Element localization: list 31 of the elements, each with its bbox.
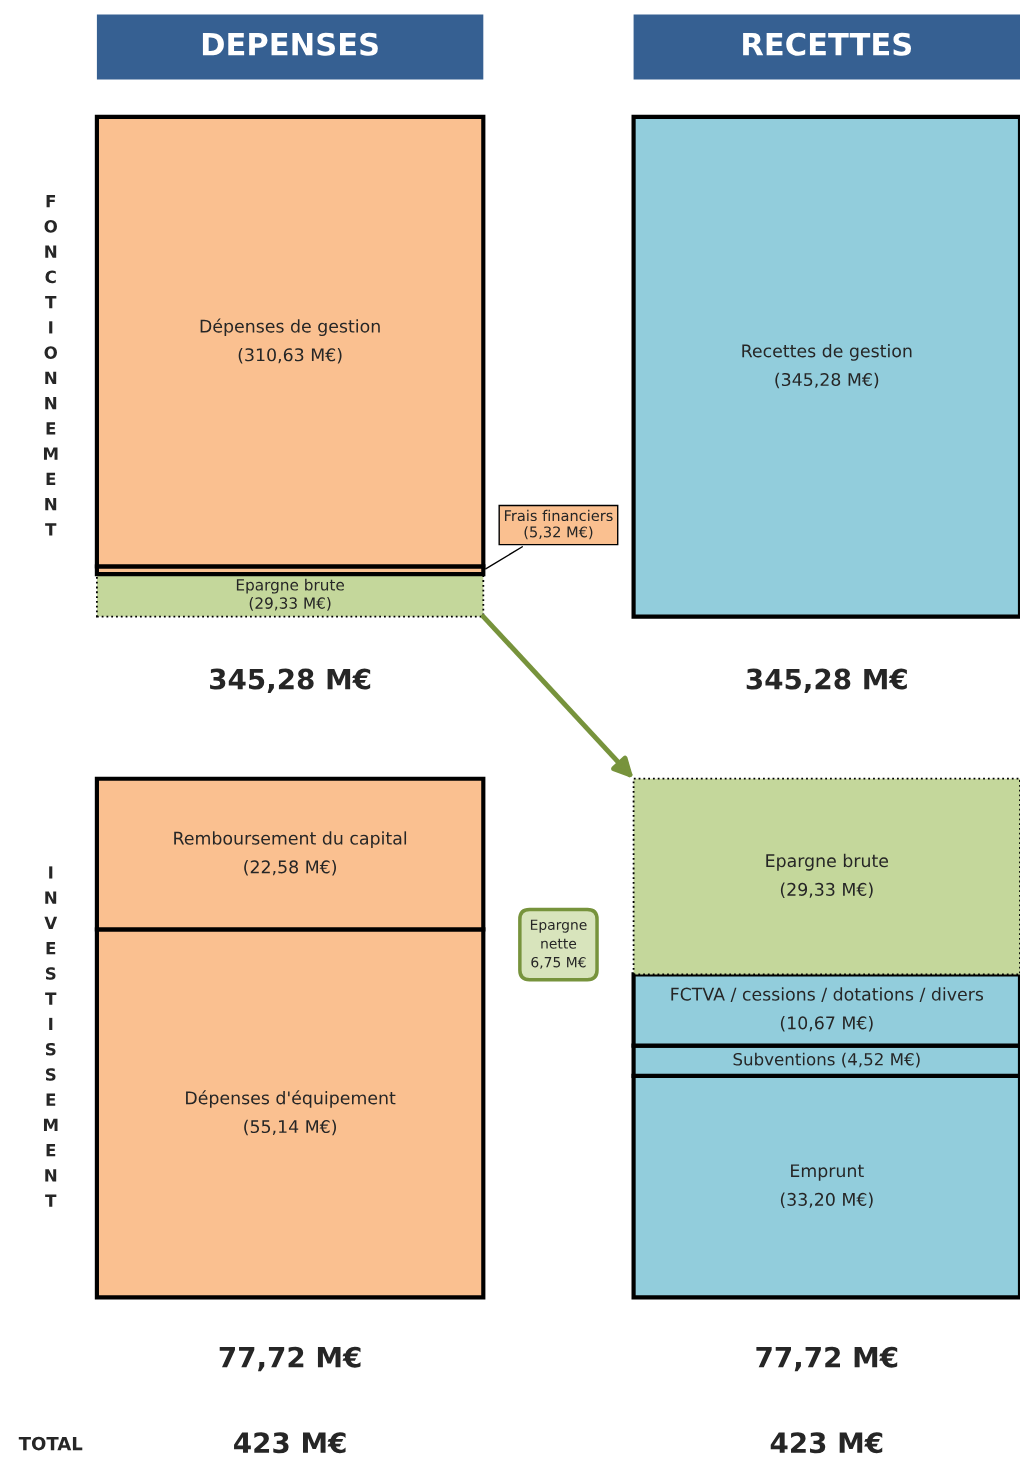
text: 423 M€ xyxy=(770,1432,883,1454)
data-label: (29,33 M€) xyxy=(780,882,873,898)
data-label: (5,32 M€) xyxy=(524,526,593,540)
data-label: (345,28 M€) xyxy=(775,372,879,389)
series-label: Dépenses d'équipement xyxy=(186,1090,396,1108)
total-label: 77,72 M€ xyxy=(219,1346,361,1372)
data-label: (22,58 M€) xyxy=(244,860,337,876)
x-tick-label: DEPENSES xyxy=(202,32,378,56)
series-label: Dépenses de gestion xyxy=(200,318,380,337)
series-label: Remboursement du capital xyxy=(174,831,407,849)
text: INVESTISSEMENT xyxy=(43,866,58,1207)
series-label: FCTVA / cessions / dotations / divers xyxy=(671,987,984,1003)
text: TOTAL xyxy=(18,1436,83,1451)
data-label: (55,14 M€) xyxy=(244,1119,337,1136)
data-label: (310,63 M€) xyxy=(238,347,342,364)
series-label: Recettes de gestion xyxy=(742,343,912,361)
data-label: (29,33 M€) xyxy=(249,597,331,611)
text: Subventions (4,52 M€) xyxy=(733,1052,920,1068)
total-label: 345,28 M€ xyxy=(210,668,371,694)
text: FONCTIONNEMENT xyxy=(43,195,58,536)
total-label: 77,72 M€ xyxy=(756,1346,898,1372)
annotation: Epargne nette 6,75 M€ xyxy=(530,919,587,969)
data-label: (10,67 M€) xyxy=(780,1016,873,1032)
series-label: Epargne brute xyxy=(766,853,889,871)
text: 423 M€ xyxy=(234,1432,346,1454)
total-label: 345,28 M€ xyxy=(746,668,907,694)
text: Frais financiers xyxy=(504,509,613,522)
x-tick-label: RECETTES xyxy=(743,32,912,56)
series-label: Epargne brute xyxy=(236,578,344,594)
series-label: Emprunt xyxy=(791,1164,864,1181)
data-label: (33,20 M€) xyxy=(780,1192,873,1209)
